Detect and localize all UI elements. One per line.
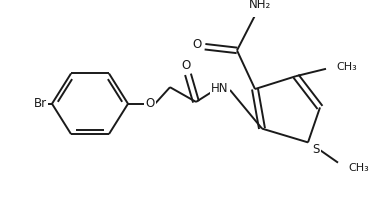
Text: CH₃: CH₃ [336, 62, 357, 72]
Text: O: O [181, 59, 191, 72]
Text: CH₃: CH₃ [348, 163, 369, 173]
Text: O: O [145, 97, 154, 110]
Text: O: O [192, 38, 202, 51]
Text: Br: Br [34, 97, 47, 110]
Text: S: S [312, 143, 320, 156]
Text: HN: HN [211, 82, 229, 95]
Text: NH₂: NH₂ [249, 0, 271, 11]
